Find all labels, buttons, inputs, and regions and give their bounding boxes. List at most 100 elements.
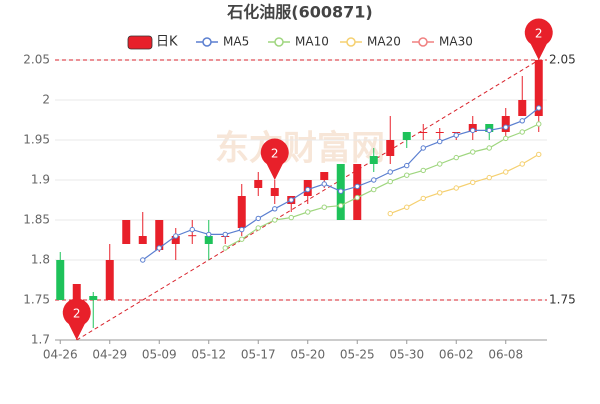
- marker-pin: [524, 18, 553, 60]
- legend-label: 日K: [156, 35, 178, 50]
- marker-label: 2: [271, 147, 279, 161]
- ma-point: [272, 206, 278, 212]
- candle-body: [188, 235, 197, 237]
- candle-body: [155, 220, 164, 250]
- ma-point: [387, 169, 393, 175]
- y-tick-label: 1.95: [23, 133, 50, 147]
- y-tick-label: 2: [42, 93, 50, 107]
- legend-dot: [346, 37, 356, 47]
- candle-body: [237, 196, 246, 228]
- y-tick-label: 1.9: [31, 173, 50, 187]
- candle-body: [320, 172, 329, 180]
- ma-point: [288, 197, 294, 203]
- legend-dot: [418, 37, 428, 47]
- candle-body: [402, 132, 411, 140]
- ma-point: [354, 194, 360, 201]
- candle-body: [171, 236, 180, 244]
- trend-line: [76, 59, 540, 341]
- ma-point: [420, 167, 426, 174]
- candle-body: [72, 284, 81, 300]
- y-tick-label: 1.75: [23, 293, 50, 307]
- x-tick-label: 06-08: [488, 348, 523, 362]
- x-tick-label: 05-12: [191, 348, 226, 362]
- ma-point: [519, 161, 525, 167]
- ma-point: [255, 215, 261, 222]
- ma-point: [437, 161, 443, 167]
- legend-label: MA30: [439, 35, 473, 49]
- x-tick-label: 05-30: [389, 348, 424, 362]
- ma-point: [453, 132, 459, 138]
- ma-point: [354, 183, 360, 190]
- ma-point: [404, 172, 410, 178]
- x-tick-label: 04-26: [43, 348, 78, 362]
- candle-body: [122, 220, 131, 244]
- legend-label: MA5: [223, 35, 249, 49]
- ma-point: [420, 195, 426, 202]
- ma-point: [486, 127, 492, 134]
- candle-body: [518, 100, 527, 116]
- x-tick-label: 05-17: [241, 348, 276, 362]
- chart-title: 石化油服(600871): [226, 3, 372, 22]
- x-tick-label: 06-02: [439, 348, 474, 362]
- x-tick-label: 04-29: [92, 348, 127, 362]
- ma-point: [305, 186, 311, 193]
- ma-point: [470, 149, 476, 155]
- ma-point: [420, 145, 426, 151]
- candle-body: [353, 164, 362, 220]
- y-tick-label: 2.05: [23, 53, 50, 67]
- ma-point: [453, 154, 459, 161]
- ma-point: [338, 202, 344, 209]
- candle-body: [386, 140, 395, 156]
- candle-body: [369, 156, 378, 164]
- ma-point: [272, 217, 278, 223]
- x-tick-label: 05-20: [290, 348, 325, 362]
- ma-line: [390, 153, 540, 215]
- ma-point: [387, 178, 393, 185]
- legend-dot: [274, 37, 284, 47]
- ma-point: [189, 226, 195, 233]
- legend-label: MA10: [295, 35, 329, 49]
- ma-point: [437, 190, 443, 196]
- ma-point: [486, 174, 492, 181]
- ma-point: [222, 245, 228, 251]
- legend-candle-icon: [127, 35, 153, 50]
- ma-point: [173, 233, 179, 239]
- watermark: 东方财富网: [215, 129, 385, 169]
- ma-point: [404, 204, 410, 210]
- ma-point: [486, 145, 492, 151]
- candle-body: [435, 132, 444, 133]
- ma-point: [503, 135, 509, 142]
- legend-dot: [202, 37, 212, 47]
- ma-point: [239, 226, 245, 233]
- candle-body: [270, 188, 279, 196]
- reference-label: 2.05: [549, 53, 576, 67]
- candle-body: [89, 296, 98, 300]
- ma-point: [536, 105, 542, 111]
- marker-pin: [260, 138, 289, 180]
- y-tick-label: 1.7: [31, 333, 50, 347]
- y-tick-label: 1.85: [23, 213, 50, 227]
- ma-point: [338, 188, 344, 194]
- ma-point: [387, 210, 393, 217]
- candle-body: [204, 236, 213, 244]
- ma-point: [239, 236, 245, 242]
- ma-point: [206, 231, 212, 238]
- ma-line: [224, 123, 540, 249]
- x-tick-label: 05-09: [142, 348, 177, 362]
- candle-body: [534, 60, 543, 116]
- ma-point: [288, 214, 294, 221]
- ma-point: [321, 181, 327, 187]
- candle-body: [501, 116, 510, 132]
- marker-label: 2: [73, 307, 81, 321]
- ma-point: [470, 179, 476, 186]
- ma-point: [536, 151, 542, 158]
- ma-point: [371, 186, 377, 193]
- ma-point: [222, 231, 228, 238]
- marker-pin: [62, 298, 91, 340]
- ma-point: [470, 127, 476, 134]
- ma-point: [156, 245, 162, 251]
- ma-point: [371, 177, 377, 183]
- candle-body: [419, 132, 428, 133]
- reference-label: 1.75: [549, 293, 576, 307]
